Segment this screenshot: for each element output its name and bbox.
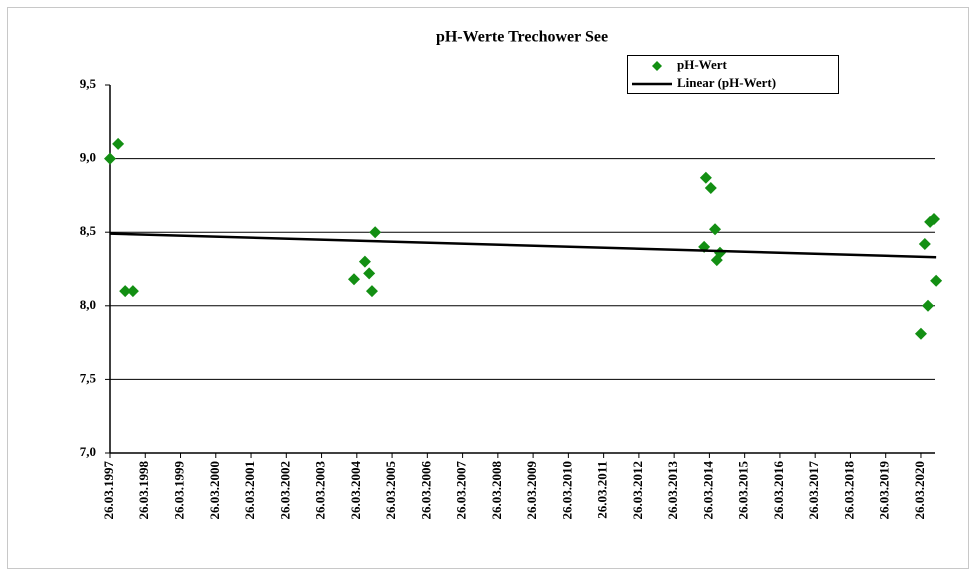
data-point [119, 285, 132, 298]
y-tick-label: 9,5 [80, 76, 97, 91]
data-point [365, 285, 378, 298]
data-point [363, 267, 376, 280]
x-tick-label: 26.03.1998 [136, 461, 151, 520]
data-point [914, 327, 927, 340]
legend-marker [652, 61, 662, 71]
data-point [922, 299, 935, 312]
legend-label: Linear (pH-Wert) [677, 75, 776, 90]
chart-title: pH-Werte Trechower See [436, 29, 608, 46]
data-point [126, 285, 139, 298]
x-tick-label: 26.03.2000 [207, 461, 222, 520]
x-tick-label: 26.03.2002 [277, 461, 292, 520]
x-tick-label: 26.03.2005 [383, 461, 398, 520]
data-point [709, 223, 722, 236]
data-point [112, 137, 125, 150]
x-tick-label: 26.03.2010 [559, 461, 574, 520]
x-tick-label: 26.03.2017 [806, 461, 821, 520]
chart-frame [7, 7, 969, 569]
data-point [699, 171, 712, 184]
x-tick-label: 26.03.2018 [841, 461, 856, 520]
y-tick-label: 9,0 [80, 150, 96, 165]
x-tick-label: 26.03.2008 [489, 461, 504, 520]
x-tick-label: 26.03.2003 [313, 461, 328, 520]
data-point [347, 273, 360, 286]
x-tick-label: 26.03.2007 [454, 461, 469, 520]
x-tick-label: 26.03.2019 [877, 461, 892, 520]
y-tick-label: 8,5 [80, 223, 97, 238]
data-point [930, 274, 943, 287]
x-tick-label: 26.03.2014 [700, 461, 715, 520]
x-tick-label: 26.03.2006 [418, 461, 433, 520]
x-tick-label: 26.03.2013 [665, 461, 680, 520]
data-point [918, 237, 931, 250]
legend-label: pH-Wert [677, 57, 727, 72]
legend-box [627, 55, 839, 94]
x-tick-label: 26.03.2001 [242, 461, 257, 520]
x-tick-label: 26.03.2020 [912, 461, 927, 520]
data-point [358, 255, 371, 268]
x-tick-label: 26.03.2011 [595, 461, 610, 519]
y-tick-label: 7,0 [80, 444, 96, 459]
x-tick-label: 26.03.1997 [101, 461, 116, 520]
y-tick-label: 8,0 [80, 297, 96, 312]
x-tick-label: 26.03.2004 [348, 461, 363, 520]
data-point [369, 226, 382, 239]
y-tick-label: 7,5 [80, 370, 97, 385]
x-tick-label: 26.03.2015 [736, 461, 751, 520]
data-point [104, 152, 116, 165]
trend-line [109, 232, 937, 259]
data-point [928, 212, 941, 225]
x-tick-label: 26.03.2012 [630, 461, 645, 520]
x-tick-label: 26.03.2016 [771, 461, 786, 520]
x-tick-label: 26.03.1999 [172, 461, 187, 520]
x-tick-label: 26.03.2009 [524, 461, 539, 520]
data-point [704, 182, 717, 195]
